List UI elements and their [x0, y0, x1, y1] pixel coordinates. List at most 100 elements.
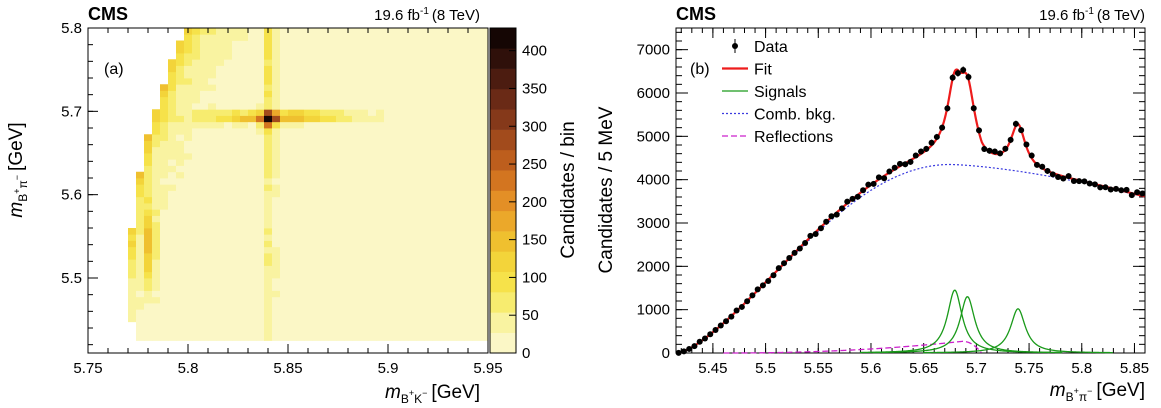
heatmap-cell	[208, 303, 217, 310]
data-points	[675, 66, 1146, 356]
heatmap-cell	[328, 109, 337, 116]
heatmap-cell	[352, 121, 361, 129]
heatmap-cell	[336, 171, 345, 179]
heatmap-cell	[176, 259, 185, 266]
heatmap-cell	[224, 259, 233, 266]
heatmap-cell	[464, 134, 473, 141]
heatmap-cell	[152, 115, 161, 123]
heatmap-cell	[480, 46, 489, 54]
heatmap-cell	[424, 321, 433, 329]
heatmap-cell	[240, 271, 249, 279]
heatmap-cell	[336, 209, 345, 216]
heatmap-cell	[144, 184, 153, 191]
heatmap-cell	[216, 146, 225, 154]
heatmap-cell	[232, 278, 241, 285]
heatmap-cell	[128, 278, 137, 285]
heatmap-cell	[328, 240, 337, 248]
heatmap-cell	[152, 328, 161, 335]
heatmap-cell	[152, 271, 161, 279]
heatmap-cell	[168, 228, 177, 235]
heatmap-cell	[464, 334, 473, 341]
heatmap-cell	[416, 303, 425, 310]
heatmap-cell	[304, 159, 313, 166]
y-tick-label: 7000	[637, 42, 670, 59]
heatmap-cell	[448, 321, 457, 329]
heatmap-cell	[240, 234, 249, 241]
heatmap-cell	[312, 134, 321, 141]
heatmap-cell	[296, 71, 305, 79]
heatmap-cell	[336, 65, 345, 73]
heatmap-cell	[480, 184, 489, 191]
heatmap-cell	[240, 34, 249, 41]
heatmap-cell	[264, 153, 273, 160]
heatmap-cell	[320, 28, 329, 35]
heatmap-cell	[176, 153, 185, 160]
y-tick-label: 5.5	[61, 270, 82, 287]
heatmap-cell	[328, 234, 337, 241]
data-point	[907, 158, 914, 165]
heatmap-cell	[352, 40, 361, 48]
heatmap-cell	[152, 209, 161, 216]
heatmap-cell	[368, 196, 377, 204]
heatmap-cell	[224, 65, 233, 73]
lumi-label-a: 19.6 fb-1 (8 TeV)	[374, 6, 480, 24]
heatmap-cell	[168, 271, 177, 279]
heatmap-cell	[248, 253, 257, 260]
heatmap-cell	[424, 146, 433, 154]
heatmap-cell	[128, 271, 137, 279]
heatmap-cell	[240, 96, 249, 104]
data-point	[954, 70, 961, 77]
heatmap-cell	[328, 215, 337, 223]
heatmap-cell	[216, 121, 225, 129]
heatmap-cell	[152, 134, 161, 141]
heatmap-cell	[176, 46, 185, 54]
heatmap-cell	[352, 290, 361, 298]
heatmap-cell	[384, 96, 393, 104]
heatmap-cell	[408, 171, 417, 179]
heatmap-cell	[352, 321, 361, 329]
heatmap-cell	[272, 290, 281, 298]
heatmap-cell	[240, 209, 249, 216]
heatmap-cell	[384, 159, 393, 166]
heatmap-cell	[464, 196, 473, 204]
heatmap-cell	[240, 121, 249, 129]
heatmap-cell	[272, 40, 281, 48]
colorbar-swatch	[490, 312, 516, 333]
heatmap-cell	[384, 34, 393, 41]
heatmap-cell	[256, 303, 265, 310]
heatmap-cell	[240, 309, 249, 316]
heatmap-cell	[464, 34, 473, 41]
heatmap-cell	[280, 253, 289, 260]
heatmap-cell	[312, 209, 321, 216]
data-point	[1102, 184, 1109, 191]
heatmap-cell	[376, 190, 385, 198]
heatmap-cell	[336, 271, 345, 279]
heatmap-cell	[368, 65, 377, 73]
heatmap-cell	[208, 59, 217, 66]
heatmap-cell	[184, 240, 193, 248]
heatmap-cell	[248, 246, 257, 254]
heatmap-cell	[184, 159, 193, 166]
heatmap-cell	[360, 103, 369, 110]
heatmap-cell	[232, 84, 241, 91]
colorbar-tick-label: 0	[522, 345, 530, 362]
heatmap-cell	[264, 140, 273, 148]
heatmap-cell	[144, 196, 153, 204]
heatmap-cell	[128, 259, 137, 266]
heatmap-cell	[296, 140, 305, 148]
heatmap-cell	[184, 165, 193, 173]
heatmap-cell	[456, 328, 465, 335]
heatmap-cell	[464, 215, 473, 223]
heatmap-cell	[440, 121, 449, 129]
heatmap-cell	[456, 215, 465, 223]
heatmap-cell	[368, 84, 377, 91]
heatmap-cell	[208, 128, 217, 135]
colorbar-swatch	[490, 271, 516, 293]
heatmap-cell	[424, 215, 433, 223]
heatmap-cell	[288, 309, 297, 316]
heatmap-cell	[464, 59, 473, 66]
heatmap-cell	[472, 140, 481, 148]
heatmap-cell	[472, 290, 481, 298]
heatmap-cell	[328, 315, 337, 323]
heatmap-cell	[280, 228, 289, 235]
